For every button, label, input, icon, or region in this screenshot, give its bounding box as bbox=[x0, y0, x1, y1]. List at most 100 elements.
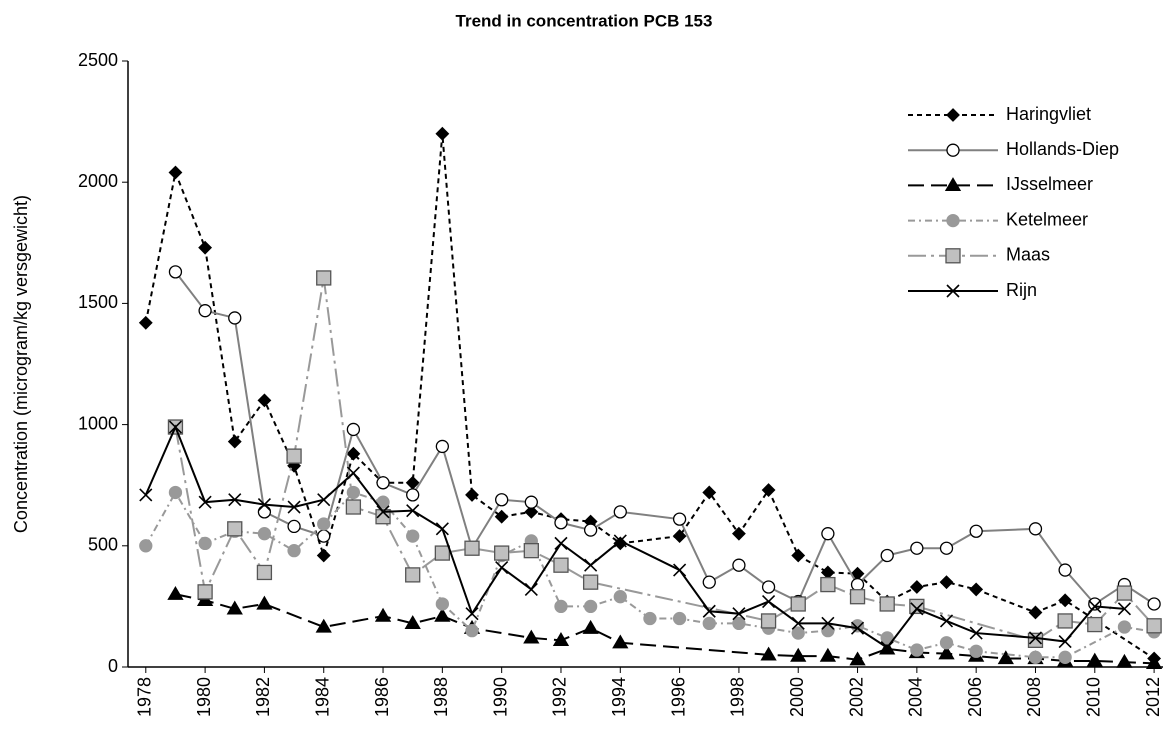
marker bbox=[1088, 599, 1102, 613]
marker bbox=[944, 177, 962, 192]
marker bbox=[139, 539, 153, 553]
marker bbox=[435, 439, 450, 454]
marker bbox=[228, 493, 242, 507]
marker bbox=[198, 240, 213, 255]
x-tick-label: 2000 bbox=[787, 677, 807, 717]
marker bbox=[494, 509, 509, 524]
marker bbox=[523, 542, 539, 559]
marker bbox=[1087, 616, 1103, 633]
marker bbox=[672, 611, 687, 626]
marker bbox=[226, 600, 243, 615]
marker bbox=[1147, 597, 1161, 611]
x-tick-label: 2004 bbox=[906, 677, 926, 717]
marker bbox=[731, 526, 746, 541]
marker bbox=[168, 420, 183, 434]
series-line bbox=[144, 490, 1155, 659]
marker bbox=[287, 519, 301, 534]
marker bbox=[524, 495, 538, 509]
marker bbox=[554, 599, 568, 614]
marker bbox=[673, 563, 687, 577]
marker bbox=[613, 534, 627, 548]
marker bbox=[316, 270, 332, 286]
marker bbox=[702, 604, 716, 618]
marker bbox=[1058, 563, 1072, 577]
marker bbox=[997, 650, 1014, 665]
marker bbox=[820, 576, 836, 593]
marker bbox=[1028, 522, 1043, 536]
marker bbox=[612, 634, 629, 649]
marker bbox=[257, 393, 272, 408]
marker bbox=[880, 548, 894, 563]
marker bbox=[168, 165, 183, 180]
legend-item: Hollands-Diep bbox=[908, 139, 1119, 159]
marker bbox=[946, 213, 960, 228]
marker bbox=[1116, 585, 1133, 601]
y-tick-label: 1000 bbox=[78, 413, 118, 433]
marker bbox=[435, 597, 450, 611]
marker bbox=[820, 565, 835, 580]
marker bbox=[406, 488, 420, 502]
marker bbox=[1117, 620, 1132, 634]
marker bbox=[938, 645, 955, 660]
marker bbox=[1058, 650, 1072, 664]
x-tick-label: 2006 bbox=[965, 677, 985, 717]
marker bbox=[435, 522, 449, 536]
marker bbox=[969, 524, 983, 538]
legend-label: Rijn bbox=[1006, 280, 1037, 300]
marker bbox=[613, 536, 628, 551]
marker bbox=[946, 284, 960, 298]
marker bbox=[969, 626, 983, 640]
marker bbox=[435, 126, 450, 141]
marker bbox=[523, 629, 540, 644]
marker bbox=[434, 545, 451, 561]
y-tick-label: 500 bbox=[88, 535, 118, 555]
marker bbox=[552, 632, 570, 646]
legend-item: Maas bbox=[908, 245, 1050, 265]
marker bbox=[495, 493, 509, 507]
marker bbox=[732, 558, 746, 572]
marker bbox=[256, 595, 273, 610]
marker bbox=[405, 567, 421, 583]
legend-item: IJsselmeer bbox=[908, 174, 1093, 194]
x-tick-label: 1998 bbox=[728, 677, 748, 717]
marker bbox=[790, 647, 807, 662]
marker bbox=[168, 265, 183, 279]
x-tick-label: 1982 bbox=[253, 677, 273, 717]
marker bbox=[790, 596, 806, 612]
series-line bbox=[144, 133, 1155, 660]
marker bbox=[939, 575, 954, 590]
marker bbox=[346, 422, 361, 437]
marker bbox=[553, 557, 569, 573]
marker bbox=[1117, 602, 1132, 616]
y-tick-label: 2500 bbox=[78, 50, 118, 70]
marker bbox=[732, 616, 746, 631]
marker bbox=[257, 498, 271, 512]
marker bbox=[287, 543, 301, 558]
marker bbox=[227, 434, 242, 449]
x-tick-label: 1992 bbox=[550, 677, 570, 717]
marker bbox=[791, 616, 805, 630]
marker bbox=[939, 614, 954, 628]
marker bbox=[1116, 653, 1133, 668]
marker bbox=[761, 580, 776, 594]
marker bbox=[761, 483, 776, 497]
marker bbox=[554, 516, 568, 530]
marker bbox=[198, 536, 212, 551]
marker bbox=[317, 493, 331, 507]
marker bbox=[406, 529, 420, 543]
marker bbox=[583, 523, 598, 537]
marker bbox=[495, 561, 509, 575]
marker bbox=[613, 590, 627, 604]
marker bbox=[554, 536, 568, 550]
marker bbox=[762, 594, 776, 609]
marker bbox=[375, 509, 391, 525]
marker bbox=[465, 623, 479, 638]
marker bbox=[1088, 597, 1102, 611]
marker bbox=[672, 529, 687, 544]
marker bbox=[821, 623, 835, 638]
marker bbox=[1027, 632, 1044, 648]
marker bbox=[819, 647, 837, 662]
marker bbox=[969, 582, 984, 597]
